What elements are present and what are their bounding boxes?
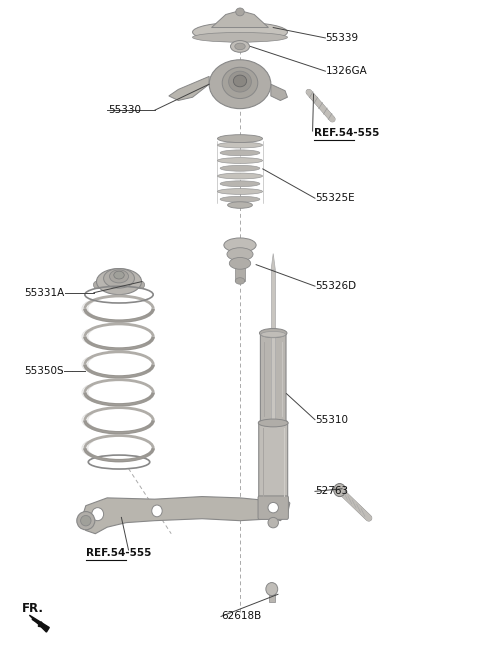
Ellipse shape [220, 150, 260, 156]
Bar [271, 270, 276, 426]
Ellipse shape [77, 512, 95, 530]
Ellipse shape [217, 173, 263, 179]
Ellipse shape [192, 22, 288, 42]
Ellipse shape [192, 32, 288, 42]
Ellipse shape [96, 269, 142, 294]
Ellipse shape [228, 202, 252, 208]
Ellipse shape [152, 505, 162, 517]
Ellipse shape [260, 328, 287, 338]
Ellipse shape [104, 269, 134, 288]
Ellipse shape [209, 60, 271, 108]
Text: 52763: 52763 [315, 486, 348, 496]
Ellipse shape [224, 238, 256, 252]
Ellipse shape [268, 518, 278, 528]
Text: 55326D: 55326D [315, 281, 356, 291]
Ellipse shape [258, 419, 288, 427]
Ellipse shape [220, 166, 260, 171]
Polygon shape [169, 76, 209, 101]
Text: 55350S: 55350S [24, 366, 64, 376]
Ellipse shape [109, 270, 129, 283]
Text: FR.: FR. [22, 602, 44, 615]
Text: 55310: 55310 [315, 415, 348, 424]
Ellipse shape [236, 8, 244, 16]
Ellipse shape [136, 281, 144, 289]
Ellipse shape [233, 75, 247, 87]
Text: REF.54-555: REF.54-555 [86, 548, 151, 558]
Ellipse shape [235, 43, 245, 50]
Ellipse shape [228, 71, 252, 92]
Bar [269, 588, 275, 602]
Ellipse shape [217, 135, 263, 143]
Bar [235, 263, 245, 281]
Polygon shape [81, 497, 290, 533]
Ellipse shape [227, 248, 253, 261]
Text: 1326GA: 1326GA [325, 66, 367, 76]
Polygon shape [29, 615, 49, 632]
Ellipse shape [216, 87, 264, 101]
Ellipse shape [267, 503, 279, 516]
Text: 62618B: 62618B [221, 612, 261, 622]
Ellipse shape [220, 181, 260, 187]
Ellipse shape [94, 281, 102, 289]
Ellipse shape [230, 41, 250, 53]
Ellipse shape [92, 508, 104, 521]
Ellipse shape [217, 142, 263, 148]
Ellipse shape [261, 331, 286, 337]
Ellipse shape [229, 258, 251, 269]
Text: REF.54-555: REF.54-555 [313, 128, 379, 138]
Text: 55331A: 55331A [24, 288, 64, 298]
Polygon shape [212, 11, 268, 28]
Polygon shape [271, 254, 276, 270]
Text: 55325E: 55325E [315, 193, 355, 203]
FancyBboxPatch shape [261, 333, 286, 425]
Ellipse shape [114, 271, 124, 279]
Polygon shape [271, 84, 288, 101]
Ellipse shape [235, 278, 245, 284]
FancyBboxPatch shape [259, 421, 288, 503]
Ellipse shape [81, 516, 91, 526]
Text: 55330: 55330 [108, 105, 141, 115]
Ellipse shape [334, 484, 346, 497]
FancyBboxPatch shape [258, 496, 288, 520]
Ellipse shape [222, 67, 258, 99]
Ellipse shape [220, 196, 260, 202]
Ellipse shape [266, 583, 278, 596]
Ellipse shape [217, 189, 263, 194]
Ellipse shape [268, 503, 278, 513]
Text: 55339: 55339 [325, 33, 359, 43]
Ellipse shape [217, 158, 263, 164]
